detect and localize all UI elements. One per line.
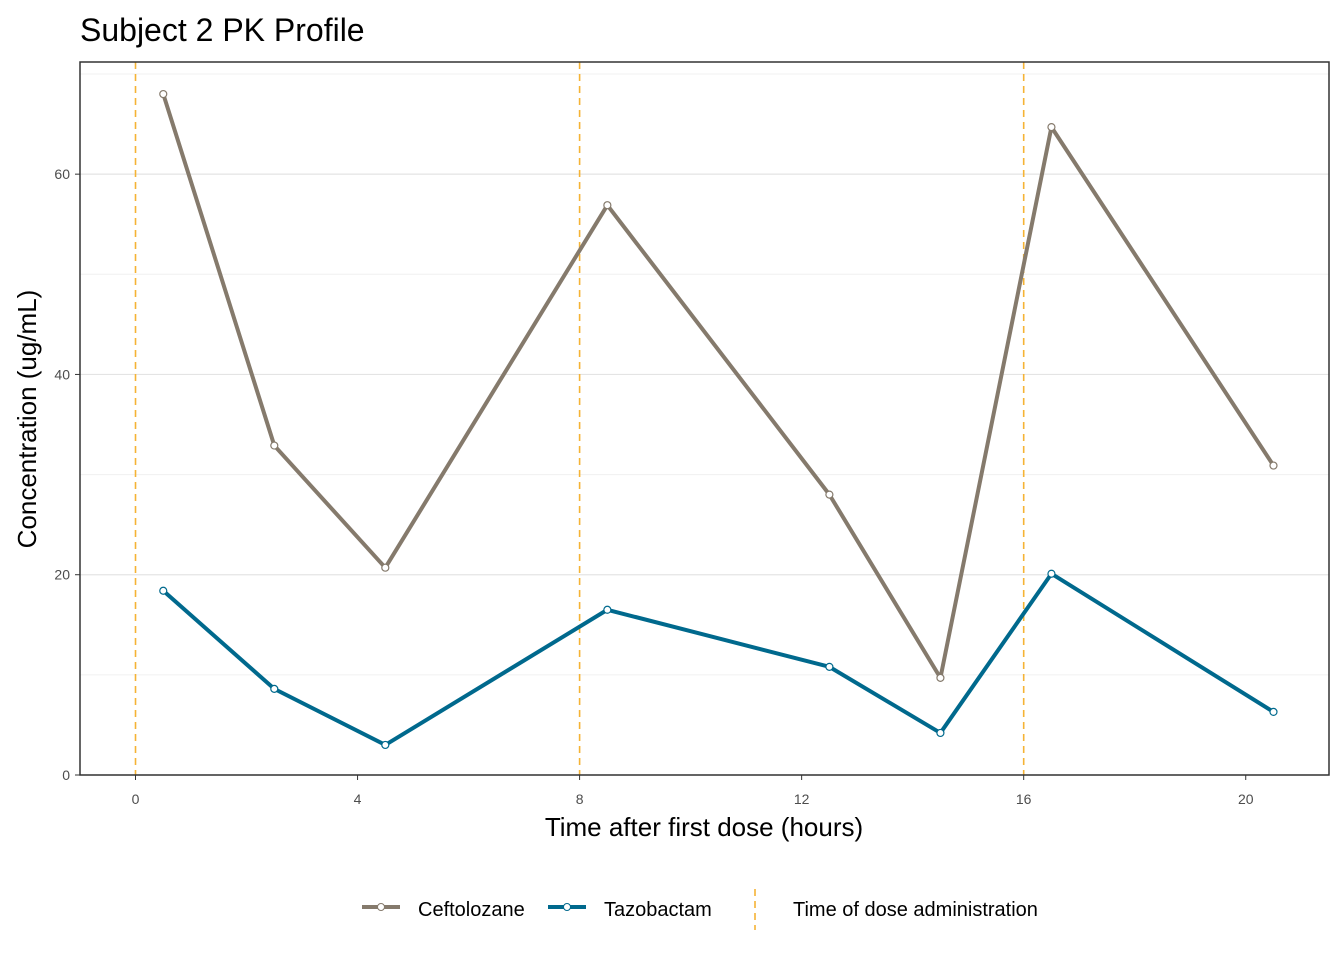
data-point-tazobactam [603, 605, 612, 614]
data-point-tazobactam [1047, 569, 1056, 578]
y-axis-label: Concentration (ug/mL) [12, 290, 42, 549]
plot-border [79, 61, 1330, 776]
x-tick-label: 4 [354, 791, 362, 807]
legend-label: Tazobactam [604, 899, 712, 921]
legend-label: Ceftolozane [418, 899, 525, 921]
x-tick-label: 12 [794, 791, 810, 807]
y-tick-label: 20 [54, 567, 70, 583]
legend: Ceftolozane Tazobactam Time of dose admini… [362, 889, 1038, 930]
x-axis-label: Time after first dose (hours) [545, 812, 863, 842]
series-line-tazobactam [161, 571, 1275, 747]
legend-key-point [377, 903, 385, 911]
legend-label: Time of dose administration [793, 899, 1038, 921]
data-point-tazobactam [825, 662, 834, 671]
data-point-ceftolozane [1269, 461, 1278, 470]
data-point-tazobactam [936, 728, 945, 738]
data-point-ceftolozane [1047, 122, 1056, 132]
data-point-tazobactam [381, 740, 390, 750]
x-tick-label: 8 [576, 791, 584, 807]
y-tick-label: 60 [54, 166, 70, 182]
chart-title: Subject 2 PK Profile [80, 12, 365, 48]
data-point-ceftolozane [936, 673, 945, 682]
x-tick-label: 0 [132, 791, 140, 807]
data-point-ceftolozane [825, 490, 834, 499]
legend-key-point [563, 903, 571, 911]
data-point-ceftolozane [603, 201, 612, 210]
y-tick-label: 0 [62, 767, 70, 783]
x-tick-label: 20 [1238, 791, 1254, 807]
data-point-tazobactam [159, 586, 168, 595]
data-point-ceftolozane [270, 441, 279, 450]
data-point-ceftolozane [381, 563, 390, 572]
data-point-tazobactam [1269, 707, 1278, 717]
x-tick-label: 16 [1016, 791, 1032, 807]
data-point-tazobactam [270, 684, 279, 693]
data-point-ceftolozane [159, 89, 168, 99]
series-line-ceftolozane [161, 93, 1276, 680]
y-tick-label: 40 [54, 366, 70, 382]
